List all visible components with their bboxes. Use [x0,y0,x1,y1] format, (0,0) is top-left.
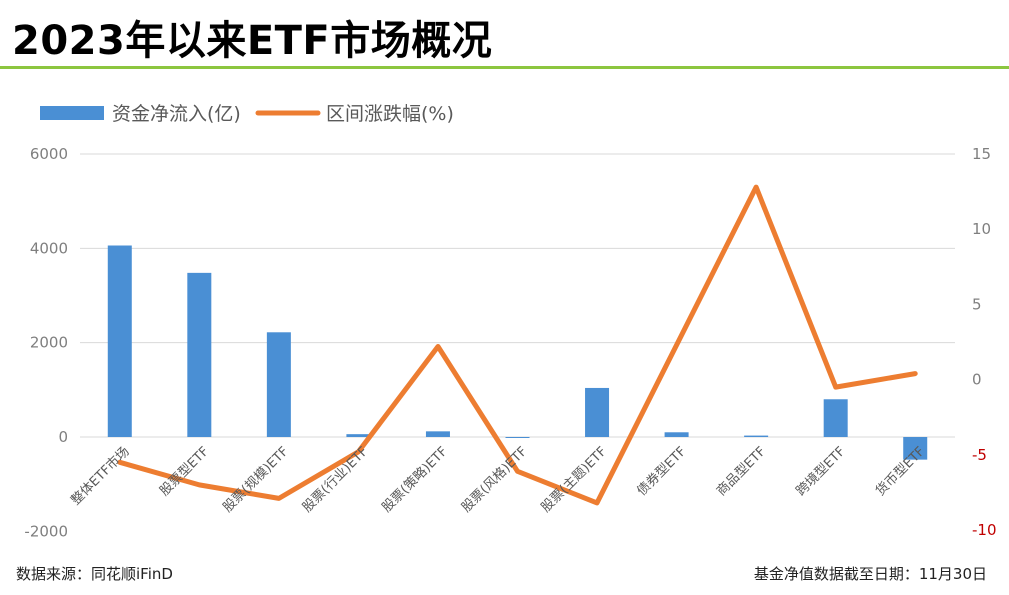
bar [585,387,610,437]
line-point [754,185,759,190]
line-point [356,449,361,454]
category-labels: 整体ETF市场 股票型ETF 股票(规模)ETF 股票(行业)ETF 股票(策略)ETF… [68,444,928,516]
category-label: 债券型ETF [634,444,690,500]
left-tick-label: 6000 [30,145,68,163]
category-label: 整体ETF市场 [68,444,133,509]
line-point [515,469,520,474]
category-label: 股票(主题)ETF [539,444,610,515]
bar [744,435,769,437]
bar [903,437,928,460]
bar [346,434,371,437]
bar [505,437,530,438]
right-tick-label: -10 [972,521,997,539]
bar [425,431,450,437]
category-label: 股票(策略)ETF [379,444,451,516]
left-tick-label: -2000 [24,522,68,540]
bar [107,245,132,437]
line-series [117,184,918,506]
category-label: 商品型ETF [714,444,769,499]
bar-series [107,245,928,460]
line-point [913,371,918,376]
line-point [595,500,600,505]
legend-label-bar: 资金净流入(亿) [112,103,241,125]
data-source: 数据来源：同花顺iFinD [16,565,173,583]
etf-flow-chart: 资金净流入(亿) 区间涨跌幅(%) -2000 0 2000 4000 6000 -10… [24,103,997,540]
category-label: 股票(风格)ETF [458,444,530,516]
title-divider [0,66,1009,69]
left-tick-label: 4000 [30,239,68,257]
category-label: 货币型ETF [872,444,928,500]
line-point [435,344,440,349]
bar [266,332,291,437]
bar [664,432,689,437]
left-tick-label: 0 [58,428,68,446]
right-tick-label: 5 [972,295,982,313]
category-label: 股票型ETF [157,444,212,499]
category-label: 跨境型ETF [794,444,849,499]
data-date-note: 基金净值数据截至日期：11月30日 [753,565,987,583]
page-title: 2023年以来ETF市场概况 [12,18,493,64]
line-point [197,482,202,487]
line-point [833,385,838,390]
left-axis: -2000 0 2000 4000 6000 [24,145,68,540]
category-label: 股票(规模)ETF [220,444,291,515]
line-point [674,343,679,348]
bar [187,272,212,437]
right-tick-label: 0 [972,371,982,389]
line-point [117,460,122,465]
right-tick-label: 15 [972,145,991,163]
line-point [276,496,281,501]
left-tick-label: 2000 [30,334,68,352]
legend: 资金净流入(亿) 区间涨跌幅(%) [40,103,454,125]
bar [823,399,848,437]
right-tick-label: -5 [972,446,987,464]
right-tick-label: 10 [972,220,991,238]
legend-swatch-bar [40,106,104,120]
right-axis: -10 -5 0 5 10 15 [972,145,997,539]
legend-label-line: 区间涨跌幅(%) [326,103,454,125]
